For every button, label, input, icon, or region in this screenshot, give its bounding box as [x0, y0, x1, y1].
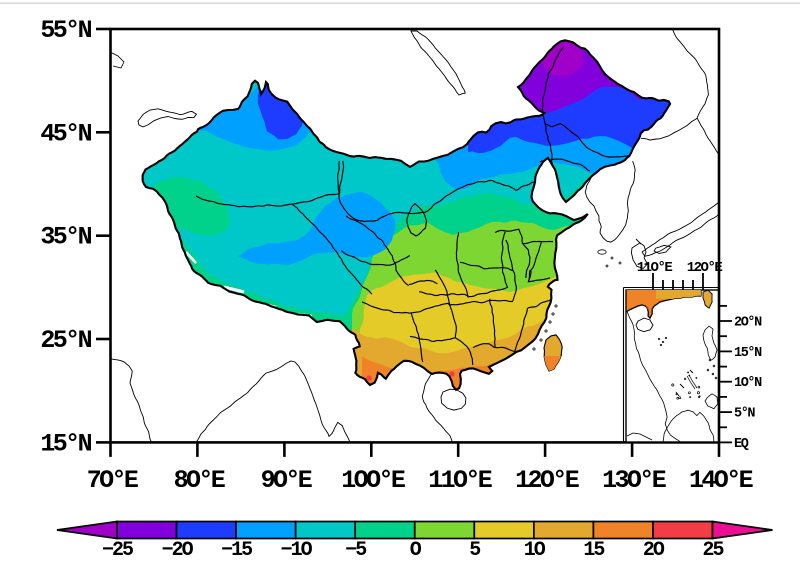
svg-text:13O°E: 13O°E: [602, 466, 666, 495]
svg-text:1O: 1O: [524, 539, 546, 562]
svg-text:11O°E: 11O°E: [428, 466, 492, 495]
svg-text:7O°E: 7O°E: [87, 466, 138, 495]
svg-text:14O°E: 14O°E: [689, 466, 753, 495]
svg-text:1O°N: 1O°N: [734, 376, 762, 391]
svg-text:12O°E: 12O°E: [515, 466, 579, 495]
svg-text:2O°N: 2O°N: [734, 316, 762, 331]
svg-text:EQ: EQ: [734, 437, 749, 452]
svg-text:35°N: 35°N: [40, 223, 91, 252]
svg-text:−5: −5: [345, 539, 366, 562]
svg-text:1OO°E: 1OO°E: [341, 466, 405, 495]
svg-text:−2O: −2O: [162, 539, 194, 562]
svg-text:−1O: −1O: [281, 539, 313, 562]
svg-text:45°N: 45°N: [40, 119, 91, 148]
svg-text:5°N: 5°N: [734, 407, 755, 422]
svg-text:−15: −15: [221, 539, 252, 562]
svg-text:25°N: 25°N: [40, 326, 91, 355]
svg-text:12O°E: 12O°E: [687, 260, 723, 276]
svg-text:55°N: 55°N: [40, 16, 91, 45]
svg-text:2O: 2O: [643, 539, 665, 562]
svg-text:15°N: 15°N: [40, 429, 91, 458]
svg-text:11O°E: 11O°E: [637, 260, 673, 276]
svg-text:−25: −25: [102, 539, 133, 562]
svg-text:5: 5: [469, 539, 480, 562]
svg-text:8O°E: 8O°E: [174, 466, 225, 495]
svg-text:15: 15: [583, 539, 604, 562]
svg-text:9O°E: 9O°E: [261, 466, 312, 495]
svg-text:25: 25: [702, 539, 723, 562]
svg-text:15°N: 15°N: [734, 346, 762, 361]
